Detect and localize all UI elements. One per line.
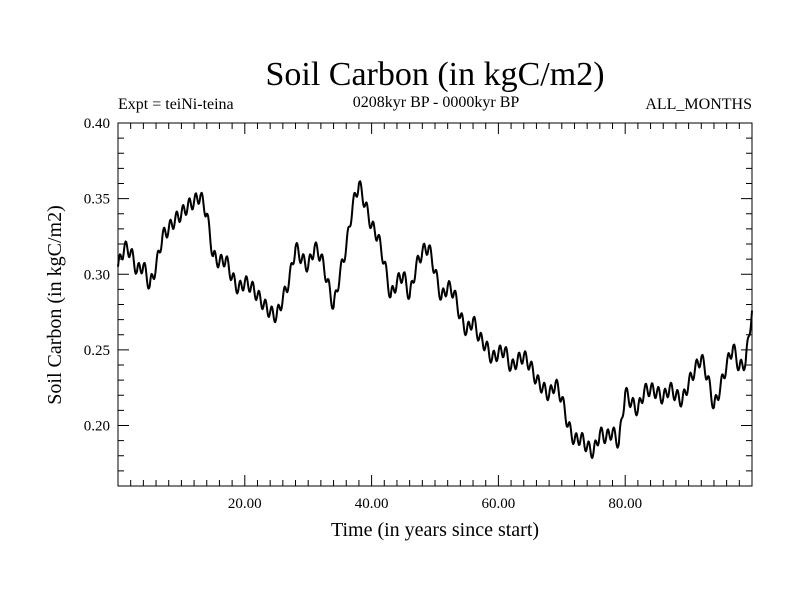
period-label: 0208kyr BP - 0000kyr BP bbox=[353, 94, 520, 111]
plot-frame bbox=[117, 122, 753, 487]
y-tick-label: 0.25 bbox=[84, 343, 110, 359]
y-tick-label: 0.30 bbox=[84, 267, 110, 283]
series-line-soil-carbon bbox=[117, 180, 753, 459]
y-tick-label: 0.20 bbox=[84, 419, 110, 435]
axis-ticks bbox=[118, 123, 752, 486]
y-tick-label: 0.35 bbox=[84, 192, 110, 208]
tick-labels: 20.00 40.00 60.00 80.00 0.20 0.25 0.30 0.35 0.40 bbox=[84, 116, 642, 512]
y-axis-label: Soil Carbon (in kgC/m2) bbox=[44, 205, 66, 404]
x-tick-label: 20.00 bbox=[228, 496, 262, 512]
months-label: ALL_MONTHS bbox=[645, 96, 752, 113]
x-axis-label: Time (in years since start) bbox=[331, 519, 539, 541]
experiment-label: Expt = teiNi-teina bbox=[118, 96, 234, 113]
x-tick-label: 60.00 bbox=[482, 496, 516, 512]
chart-title: Soil Carbon (in kgC/m2) bbox=[265, 56, 604, 93]
x-tick-label: 80.00 bbox=[608, 496, 642, 512]
y-tick-label: 0.40 bbox=[84, 116, 110, 132]
x-tick-label: 40.00 bbox=[355, 496, 389, 512]
